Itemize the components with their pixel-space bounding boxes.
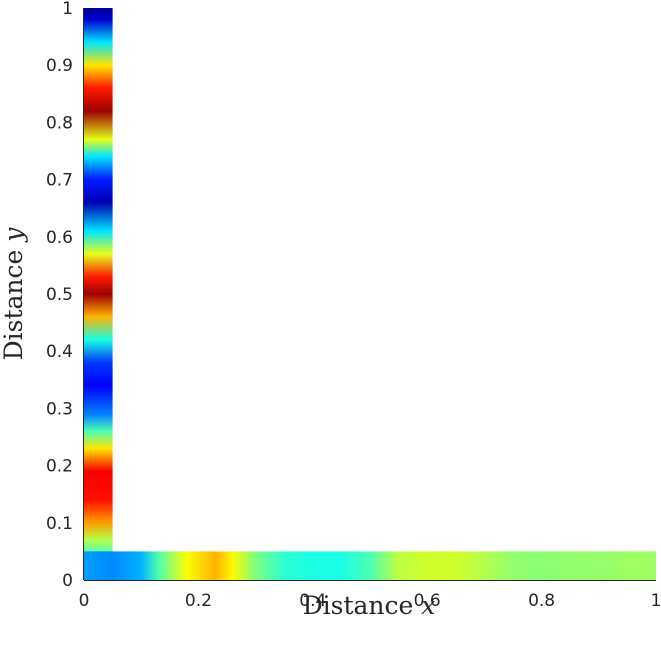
x-tick-label: 0.4 (299, 591, 326, 611)
y-tick-label: 0.4 (46, 342, 73, 362)
x-axis-label: Distance x (303, 591, 436, 620)
y-tick-label: 0.7 (46, 171, 73, 191)
x-tick-label: 0.8 (528, 591, 555, 611)
heatmap-region-horizontal-strip (84, 551, 656, 580)
x-axis-label-text: Distance (303, 591, 414, 620)
axes (83, 8, 656, 581)
x-tick-label: 1 (651, 591, 661, 611)
y-tick-label: 0.1 (46, 514, 73, 534)
heatmap-region-vertical-strip (84, 8, 113, 580)
x-tick-label: 0.6 (414, 591, 441, 611)
y-tick-label: 0.2 (46, 457, 73, 477)
y-axis-label-text: Distance (0, 250, 28, 361)
heatmap-regions (84, 8, 656, 580)
y-tick-label: 0.6 (46, 228, 73, 248)
y-tick-label: 0.8 (46, 113, 73, 133)
y-tick-label: 0.9 (46, 56, 73, 76)
x-tick-label: 0 (79, 591, 90, 611)
y-tick-labels: 0 0.1 0.2 0.3 0.4 0.5 0.6 0.7 0.8 0.9 1 (46, 0, 73, 591)
y-tick-label: 0.5 (46, 285, 73, 305)
y-tick-label: 0 (62, 571, 73, 591)
x-tick-label: 0.2 (185, 591, 212, 611)
y-tick-label: 0.3 (46, 399, 73, 419)
y-tick-label: 1 (62, 0, 73, 19)
y-axis-label: Distance y (0, 227, 28, 361)
y-axis-label-var: y (0, 227, 28, 243)
x-tick-labels: 0 0.2 0.4 0.6 0.8 1 (79, 591, 661, 611)
x-axis-label-var: x (421, 591, 435, 620)
